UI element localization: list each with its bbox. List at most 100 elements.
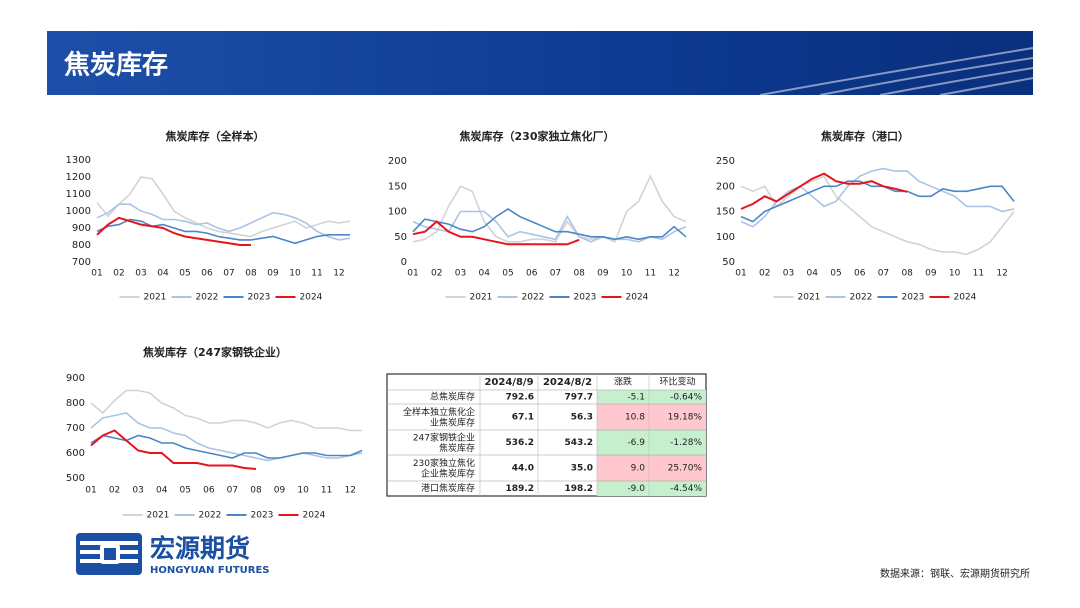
x-tick-label: 08 <box>250 486 262 496</box>
x-tick-label: 01 <box>85 486 96 496</box>
series-line <box>96 218 350 245</box>
row-label: 总焦炭库存 <box>430 391 475 403</box>
cell-value: 67.1 <box>512 413 534 423</box>
cell-value: -5.1 <box>627 393 645 403</box>
logo-en: HONGYUAN FUTURES <box>150 565 270 576</box>
legend-label: 2021 <box>798 293 821 303</box>
column-header: 环比变动 <box>659 376 695 388</box>
x-tick-label: 03 <box>783 269 794 279</box>
cell-value: 792.6 <box>506 393 534 403</box>
logo: 宏源期货 HONGYUAN FUTURES <box>76 533 270 576</box>
x-tick-label: 06 <box>203 486 215 496</box>
banner-stripes <box>759 47 1034 96</box>
x-tick-label: 04 <box>157 269 169 279</box>
x-tick-label: 09 <box>925 269 937 279</box>
y-tick-label: 200 <box>388 156 407 167</box>
y-tick-label: 250 <box>716 156 735 167</box>
x-tick-label: 10 <box>949 269 961 279</box>
x-tick-label: 10 <box>297 486 309 496</box>
x-tick-label: 10 <box>621 269 633 279</box>
legend-label: 2022 <box>850 293 873 303</box>
y-tick-label: 50 <box>722 257 735 268</box>
x-tick-label: 02 <box>109 486 120 496</box>
cell-value: -4.54% <box>670 484 702 494</box>
row-label: 全样本独立焦化企业焦炭库存 <box>403 406 475 428</box>
x-tick-label: 04 <box>478 269 490 279</box>
y-tick-label: 800 <box>72 240 91 251</box>
cell-value: 10.8 <box>625 413 645 423</box>
series-line <box>740 180 1015 223</box>
cell-value: 198.2 <box>565 484 593 494</box>
source: 数据来源：钢联、宏源期货研究所 <box>880 567 1030 580</box>
cell-value: 19.18% <box>668 413 703 423</box>
y-tick-label: 600 <box>66 448 85 459</box>
y-tick-label: 500 <box>66 473 85 484</box>
cell-value: -9.0 <box>627 484 645 494</box>
x-tick-label: 11 <box>311 269 322 279</box>
cell-value: 44.0 <box>512 464 534 474</box>
y-tick-label: 900 <box>66 373 85 384</box>
cell-bg <box>649 390 706 404</box>
x-tick-label: 09 <box>274 486 286 496</box>
cell-bg <box>649 481 706 496</box>
cell-bg <box>597 430 649 455</box>
cell-value: 797.7 <box>565 393 593 403</box>
cell-value: 189.2 <box>506 484 534 494</box>
x-tick-label: 04 <box>156 486 168 496</box>
cell-value: 9.0 <box>631 464 646 474</box>
cell-value: 56.3 <box>571 413 593 423</box>
x-tick-label: 11 <box>645 269 656 279</box>
legend-label: 2024 <box>303 511 326 521</box>
banner <box>47 31 1033 95</box>
x-tick-label: 07 <box>878 269 889 279</box>
x-tick-label: 08 <box>245 269 257 279</box>
x-tick-label: 12 <box>333 269 344 279</box>
legend-label: 2023 <box>902 293 925 303</box>
x-tick-label: 07 <box>550 269 561 279</box>
cell-bg <box>597 455 649 481</box>
y-tick-label: 100 <box>388 207 407 218</box>
series-line <box>90 389 362 432</box>
x-tick-label: 10 <box>289 269 301 279</box>
cell-bg <box>597 481 649 496</box>
x-tick-label: 05 <box>830 269 841 279</box>
legend-label: 2023 <box>574 293 597 303</box>
series-line <box>96 203 351 241</box>
y-tick-label: 900 <box>72 223 91 234</box>
series-line <box>96 176 351 238</box>
chart-title: 焦炭库存（全样本） <box>165 129 265 143</box>
x-tick-label: 02 <box>431 269 442 279</box>
cell-bg <box>649 455 706 481</box>
legend-label: 2021 <box>144 293 167 303</box>
row-label: 230家独立焦化企业焦炭库存 <box>413 457 475 479</box>
y-tick-label: 200 <box>716 181 735 192</box>
page-title: 焦炭库存 <box>64 50 168 81</box>
legend-label: 2021 <box>470 293 493 303</box>
cell-value: 543.2 <box>565 438 593 448</box>
series-line <box>740 167 1015 228</box>
x-tick-label: 06 <box>201 269 213 279</box>
series-line <box>412 208 687 241</box>
series-line <box>740 172 908 210</box>
y-tick-label: 1100 <box>66 189 91 200</box>
x-tick-label: 12 <box>668 269 679 279</box>
x-tick-label: 03 <box>132 486 143 496</box>
legend-label: 2022 <box>196 293 219 303</box>
legend-label: 2023 <box>251 511 274 521</box>
legend-label: 2024 <box>954 293 977 303</box>
cell-bg <box>597 404 649 430</box>
x-tick-label: 01 <box>735 269 746 279</box>
legend-label: 2021 <box>147 511 170 521</box>
chart-title: 焦炭库存（港口） <box>820 129 909 143</box>
y-tick-label: 800 <box>66 398 85 409</box>
series-line <box>412 174 687 243</box>
x-tick-label: 05 <box>180 486 191 496</box>
row-label: 港口焦炭库存 <box>421 482 475 494</box>
cell-value: 35.0 <box>571 464 593 474</box>
x-tick-label: 03 <box>135 269 146 279</box>
y-tick-label: 700 <box>72 257 91 268</box>
x-tick-label: 05 <box>502 269 513 279</box>
y-tick-label: 0 <box>401 257 407 268</box>
y-tick-label: 150 <box>716 207 735 218</box>
